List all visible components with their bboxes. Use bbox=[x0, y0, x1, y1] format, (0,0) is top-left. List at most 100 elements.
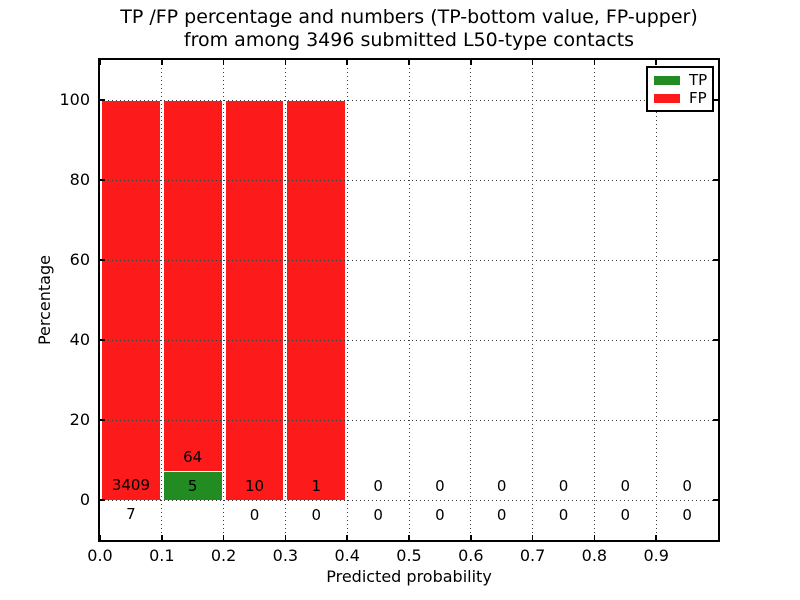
gridline-horizontal bbox=[100, 259, 718, 261]
tp-count-label: 0 bbox=[558, 506, 569, 524]
y-tick-label: 100 bbox=[59, 90, 90, 109]
y-tick-mark-right bbox=[713, 179, 718, 181]
chart-title-line1: TP /FP percentage and numbers (TP-bottom… bbox=[120, 6, 698, 28]
x-tick-mark-top bbox=[99, 60, 101, 65]
x-tick-mark-top bbox=[284, 60, 287, 65]
x-tick-mark bbox=[593, 535, 596, 540]
legend-label: TP bbox=[689, 71, 708, 89]
tp-count-label: 0 bbox=[249, 506, 260, 524]
bars-layer bbox=[100, 60, 718, 540]
x-tick-mark-top bbox=[161, 60, 163, 65]
tp-count-label: 5 bbox=[187, 477, 198, 495]
x-tick-mark bbox=[284, 535, 287, 540]
tp-swatch bbox=[654, 75, 680, 85]
x-tick-mark bbox=[408, 535, 410, 540]
x-tick-label: 0.9 bbox=[643, 546, 669, 565]
fp-count-label: 0 bbox=[435, 477, 445, 495]
x-tick-label: 0.8 bbox=[581, 546, 608, 565]
fp-count-label: 10 bbox=[244, 477, 265, 495]
x-tick-label: 0.0 bbox=[87, 546, 113, 565]
fp-count-label: 1 bbox=[311, 477, 322, 495]
legend-item-fp: FP bbox=[654, 89, 707, 107]
tp-count-label: 0 bbox=[620, 506, 631, 524]
chart-title-line2: from among 3496 submitted L50-type conta… bbox=[183, 29, 635, 51]
y-tick-mark-right bbox=[713, 499, 718, 501]
x-tick-label: 0.4 bbox=[334, 546, 360, 565]
fp-count-label: 0 bbox=[682, 477, 692, 495]
gridline-vertical bbox=[346, 60, 348, 540]
fp-bar bbox=[101, 100, 161, 500]
fp-count-label: 0 bbox=[496, 477, 507, 495]
x-tick-label: 0.2 bbox=[210, 546, 237, 565]
x-tick-mark-top bbox=[346, 60, 348, 65]
tp-count-label: 7 bbox=[126, 505, 136, 524]
y-tick-mark-right bbox=[713, 99, 718, 101]
x-tick-mark bbox=[161, 535, 163, 540]
y-tick-mark bbox=[100, 259, 105, 261]
gridline-horizontal bbox=[100, 339, 718, 341]
y-tick-label: 40 bbox=[69, 330, 90, 349]
tp-bar bbox=[162, 471, 223, 500]
gridline-vertical bbox=[223, 60, 225, 540]
gridline-horizontal bbox=[100, 99, 718, 101]
x-axis-label: Predicted probability bbox=[326, 567, 492, 586]
fp-count-label: 0 bbox=[373, 477, 383, 495]
x-tick-mark bbox=[99, 535, 101, 540]
y-tick-label: 0 bbox=[79, 490, 90, 509]
gridline-vertical bbox=[532, 60, 534, 540]
x-tick-label: 0.7 bbox=[519, 546, 546, 565]
fp-bar bbox=[162, 100, 223, 471]
x-tick-mark bbox=[470, 535, 472, 540]
gridline-vertical bbox=[470, 60, 472, 540]
fp-count-label: 3409 bbox=[111, 476, 150, 495]
gridline-vertical bbox=[593, 60, 595, 540]
x-tick-label: 0.3 bbox=[272, 546, 299, 565]
gridline-horizontal bbox=[100, 419, 718, 421]
y-tick-mark bbox=[100, 179, 105, 181]
y-tick-mark bbox=[100, 419, 105, 421]
chart-title: TP /FP percentage and numbers (TP-bottom… bbox=[100, 6, 718, 52]
legend-label: FP bbox=[689, 89, 707, 107]
tick-marks-layer bbox=[99, 60, 718, 540]
count-labels-layer: 3409 7 64 5 10 0 1 0 0 0 0 0 0 0 0 0 0 0 0 0 bbox=[100, 60, 718, 540]
gridline-vertical bbox=[161, 60, 163, 540]
y-tick-label: 20 bbox=[69, 410, 90, 429]
x-tick-label: 0.1 bbox=[149, 546, 175, 565]
tp-count-label: 0 bbox=[435, 506, 445, 524]
legend-item-tp: TP bbox=[654, 71, 708, 89]
fp-count-label: 64 bbox=[183, 448, 203, 466]
x-tick-mark bbox=[346, 535, 348, 540]
y-tick-mark-right bbox=[713, 419, 718, 421]
y-tick-mark bbox=[100, 99, 105, 101]
x-tick-mark-top bbox=[531, 60, 534, 65]
y-tick-mark bbox=[100, 499, 105, 501]
x-tick-mark bbox=[222, 535, 225, 540]
x-tick-mark bbox=[655, 535, 657, 540]
tp-count-label: 0 bbox=[496, 506, 507, 524]
y-tick-label: 80 bbox=[69, 170, 90, 189]
tp-count-label: 0 bbox=[311, 506, 322, 524]
y-tick-label: 60 bbox=[69, 250, 90, 269]
grid-layer bbox=[100, 60, 718, 540]
x-tick-mark-top bbox=[408, 60, 410, 65]
y-tick-mark-right bbox=[713, 259, 718, 261]
x-tick-mark-top bbox=[655, 60, 657, 65]
fp-swatch bbox=[654, 93, 680, 103]
y-tick-mark-right bbox=[713, 339, 718, 341]
tp-count-label: 0 bbox=[682, 506, 692, 524]
fp-count-label: 0 bbox=[558, 477, 569, 495]
x-tick-mark-top bbox=[593, 60, 596, 65]
gridline-vertical bbox=[408, 60, 410, 540]
x-tick-label: 0.6 bbox=[458, 546, 484, 565]
fp-bar bbox=[224, 100, 285, 500]
gridline-horizontal bbox=[100, 179, 718, 181]
y-axis-label: Percentage bbox=[35, 255, 54, 346]
x-tick-mark-top bbox=[222, 60, 225, 65]
gridline-vertical bbox=[284, 60, 286, 540]
plot-area: 3409 7 64 5 10 0 1 0 0 0 0 0 0 0 0 0 0 0 0 0 bbox=[98, 58, 720, 542]
fp-bar bbox=[286, 100, 347, 500]
gridline-horizontal bbox=[100, 499, 718, 501]
tp-count-label: 0 bbox=[373, 506, 383, 524]
fp-count-label: 0 bbox=[620, 477, 631, 495]
